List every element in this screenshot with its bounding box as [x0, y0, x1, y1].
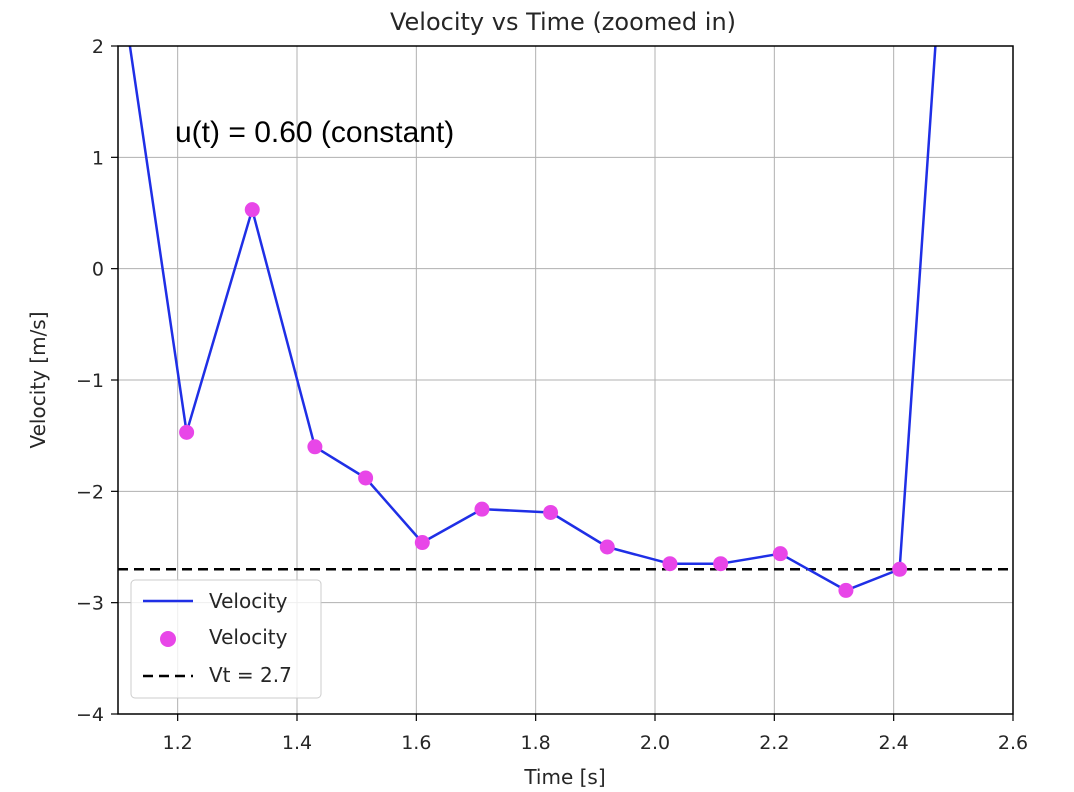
velocity-point: [543, 504, 559, 520]
y-tick-label: −2: [76, 481, 104, 503]
legend: Velocity Velocity Vt = 2.7: [130, 579, 322, 699]
plot-frame: [117, 45, 1014, 715]
y-tick-label: 2: [92, 36, 104, 58]
legend-label-terminal-velocity: Vt = 2.7: [209, 663, 292, 687]
control-input-annotation: u(t) = 0.60 (constant): [175, 116, 454, 149]
velocity-point: [892, 561, 908, 577]
x-tick-label: 2.4: [879, 732, 909, 754]
data-layer: [118, 46, 1013, 598]
velocity-point: [713, 556, 729, 572]
velocity-point: [307, 439, 323, 455]
velocity-point: [244, 202, 260, 218]
y-tick-label: −4: [76, 704, 104, 726]
velocity-point: [838, 582, 854, 598]
x-axis-label: Time [s]: [523, 765, 605, 789]
x-tick-label: 1.2: [163, 732, 193, 754]
legend-label-velocity-scatter: Velocity: [209, 625, 288, 649]
x-tick-label: 1.8: [521, 732, 551, 754]
x-tick-label: 1.4: [282, 732, 312, 754]
velocity-point: [414, 535, 430, 551]
legend-marker-velocity: [160, 631, 176, 647]
y-tick-label: −3: [76, 593, 104, 615]
y-tick-label: 1: [92, 147, 104, 169]
x-tick-label: 2.6: [998, 732, 1028, 754]
axis-ticks: 1.2 1.4 1.6 1.8 2.0 2.2 2.4 2.6 2 1 0 −1 −2 −3 −4: [76, 36, 1028, 754]
x-tick-label: 2.0: [640, 732, 670, 754]
y-tick-label: 0: [92, 259, 104, 281]
legend-label-velocity-line: Velocity: [209, 589, 288, 613]
velocity-point: [662, 556, 678, 572]
x-tick-label: 2.2: [759, 732, 789, 754]
x-tick-label: 1.6: [401, 732, 431, 754]
velocity-point: [179, 424, 195, 440]
velocity-point: [358, 470, 374, 486]
velocity-point: [599, 539, 615, 555]
legend-box: [130, 579, 322, 699]
velocity-point: [772, 546, 788, 562]
velocity-point: [474, 501, 490, 517]
y-axis-label: Velocity [m/s]: [26, 311, 50, 448]
chart-title: Velocity vs Time (zoomed in): [390, 8, 736, 36]
y-tick-label: −1: [76, 370, 104, 392]
